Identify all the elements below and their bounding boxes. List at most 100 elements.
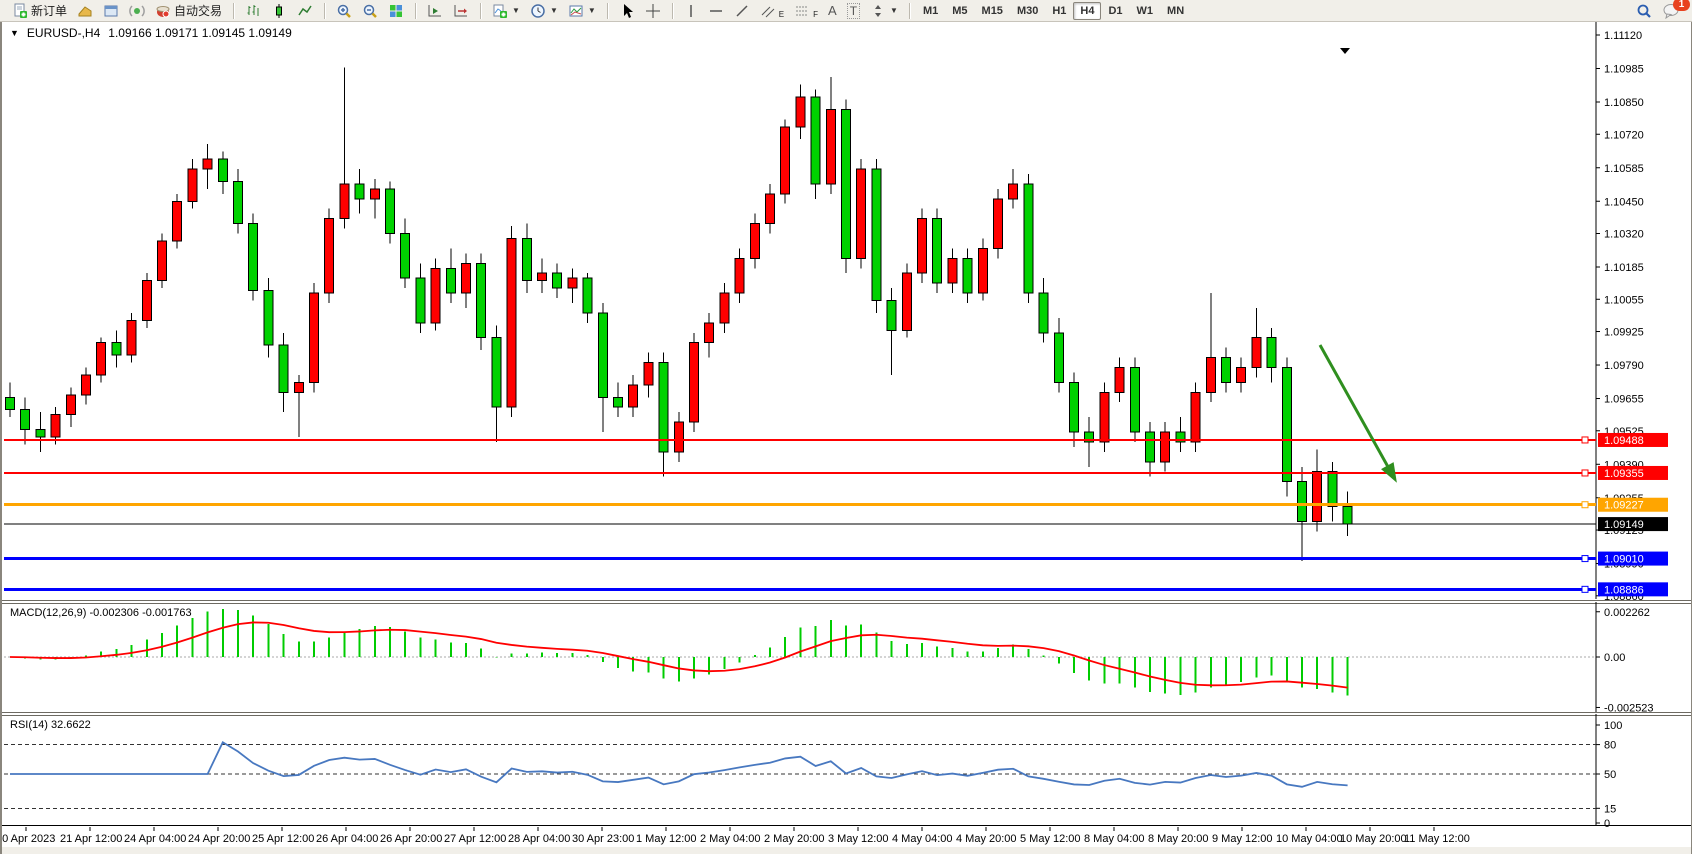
toolbar-separator [415, 2, 417, 19]
text-label-tool-button[interactable]: T [842, 1, 865, 21]
ohlc-values: 1.09166 1.09171 1.09145 1.09149 [108, 26, 292, 40]
svg-text:50: 50 [1604, 769, 1616, 781]
candlestick-chart-icon [276, 3, 283, 18]
signals-button[interactable] [124, 1, 150, 21]
timeframe-button-m15[interactable]: M15 [981, 4, 1003, 17]
timeframe-button-m1[interactable]: M1 [922, 4, 939, 17]
time-axis-label: 20 Apr 2023 [2, 833, 55, 845]
crosshair-icon [645, 3, 660, 18]
market-watch-icon [78, 5, 92, 16]
new-order-button[interactable]: 新订单 [7, 0, 72, 21]
svg-text:1.09355: 1.09355 [1604, 468, 1644, 480]
arrows-tool-icon [875, 4, 882, 17]
svg-text:1.11120: 1.11120 [1604, 30, 1642, 42]
fibonacci-suffix-label: F [813, 9, 819, 19]
svg-text:1.10450: 1.10450 [1604, 196, 1644, 208]
text-tool-icon: A [828, 3, 837, 18]
cursor-tool-button[interactable] [614, 1, 640, 21]
timeframe-toolbar: M1 M5 M15 M30 H1 H4 D1 W1 MN [913, 0, 1194, 22]
line-chart-button[interactable] [292, 1, 318, 21]
candlestick-chart-button[interactable] [266, 1, 292, 21]
line-chart-icon [298, 5, 312, 15]
timeframe-button-mn[interactable]: MN [1167, 4, 1185, 17]
svg-text:0.002262: 0.002262 [1604, 607, 1650, 619]
chat-button[interactable]: 1 [1657, 0, 1690, 21]
zoom-out-icon [363, 4, 377, 18]
auto-trading-button[interactable]: 自动交易 [150, 0, 227, 21]
terminal-button[interactable] [98, 1, 124, 21]
auto-scroll-icon [428, 4, 442, 16]
time-axis-label: 2 May 20:00 [764, 833, 825, 845]
timeframe-button-m30[interactable]: M30 [1016, 4, 1039, 17]
svg-text:100: 100 [1604, 720, 1622, 732]
channel-suffix-label: E [778, 9, 785, 19]
crosshair-tool-button[interactable] [640, 1, 666, 21]
macd-indicator-label: MACD(12,26,9) -0.002306 -0.001763 [10, 607, 192, 619]
indicators-button[interactable]: ▼ [487, 1, 525, 21]
svg-text:0: 0 [1604, 818, 1610, 827]
time-axis-label: 3 May 12:00 [828, 833, 889, 845]
dropdown-caret-icon: ▼ [587, 6, 596, 15]
rsi-indicator-label: RSI(14) 32.6622 [10, 719, 91, 731]
zoom-in-icon [337, 4, 351, 18]
periods-button[interactable]: ▼ [525, 1, 563, 21]
svg-text:1.09790: 1.09790 [1604, 360, 1644, 372]
tile-windows-icon [390, 4, 403, 17]
indicators-icon [493, 4, 508, 18]
toolbar-separator [324, 2, 326, 19]
time-axis-label: 30 Apr 23:00 [572, 833, 634, 845]
svg-text:1.09149: 1.09149 [1604, 519, 1644, 531]
horizontal-line-tool-button[interactable] [703, 1, 729, 21]
arrows-tool-button[interactable]: ▼ [865, 1, 903, 21]
price-chart-panel[interactable]: 1.11120 1.10985 1.10850 1.10720 1.10585 1.104… [2, 22, 1691, 602]
time-axis-label: 5 May 12:00 [1020, 833, 1081, 845]
tile-windows-button[interactable] [383, 1, 409, 21]
timeframe-button-w1[interactable]: W1 [1136, 4, 1154, 17]
vertical-line-tool-button[interactable] [679, 1, 703, 21]
time-axis-label: 10 May 20:00 [1340, 833, 1407, 845]
time-axis-label: 27 Apr 12:00 [444, 833, 506, 845]
timeframe-button-h4[interactable]: H4 [1073, 1, 1102, 20]
time-axis-label: 24 Apr 20:00 [188, 833, 250, 845]
text-tool-button[interactable]: A [823, 1, 842, 20]
timeframe-button-d1[interactable]: D1 [1108, 4, 1123, 17]
zoom-in-button[interactable] [331, 1, 357, 21]
macd-panel[interactable]: 0.002262 0.00 -0.002523 [2, 602, 1691, 714]
toolbar-separator [480, 2, 482, 19]
timeframe-button-m5[interactable]: M5 [952, 4, 968, 17]
text-label-tool-icon: T [846, 2, 861, 19]
svg-text:1.10985: 1.10985 [1604, 63, 1644, 75]
horizontal-line-icon [709, 9, 722, 12]
market-watch-button[interactable] [72, 1, 98, 21]
time-axis-label: 8 May 20:00 [1148, 833, 1209, 845]
auto-scroll-button[interactable] [422, 1, 448, 21]
clock-icon [531, 3, 545, 18]
cursor-icon [623, 3, 633, 18]
svg-text:-0.002523: -0.002523 [1604, 702, 1654, 714]
zoom-out-button[interactable] [357, 1, 383, 21]
vertical-line-icon [690, 4, 692, 17]
trendline-tool-button[interactable] [729, 1, 755, 21]
equidistant-channel-icon [761, 6, 775, 17]
chart-shift-button[interactable] [448, 1, 474, 21]
time-axis-label: 10 May 04:00 [1276, 833, 1343, 845]
rsi-panel[interactable]: 100 80 50 15 0 [2, 714, 1691, 827]
svg-text:80: 80 [1604, 740, 1616, 752]
chart-menu-icon[interactable]: ▼ [10, 28, 19, 38]
channel-tool-button[interactable]: E [755, 1, 789, 21]
svg-text:1.10720: 1.10720 [1604, 129, 1644, 141]
fibonacci-tool-button[interactable]: F [789, 1, 823, 21]
search-button[interactable] [1631, 1, 1657, 21]
svg-text:0.00: 0.00 [1604, 652, 1625, 664]
chart-header: ▼ EURUSD-,H4 1.09166 1.09171 1.09145 1.0… [10, 26, 292, 40]
time-axis-label: 24 Apr 04:00 [124, 833, 186, 845]
notification-badge: 1 [1673, 0, 1690, 11]
signals-icon [129, 4, 145, 17]
new-order-icon [14, 3, 27, 18]
timeframe-button-h1[interactable]: H1 [1052, 4, 1067, 17]
dropdown-caret-icon: ▼ [512, 6, 520, 15]
templates-button[interactable]: ▼ [563, 1, 601, 21]
bar-chart-button[interactable] [240, 1, 266, 21]
